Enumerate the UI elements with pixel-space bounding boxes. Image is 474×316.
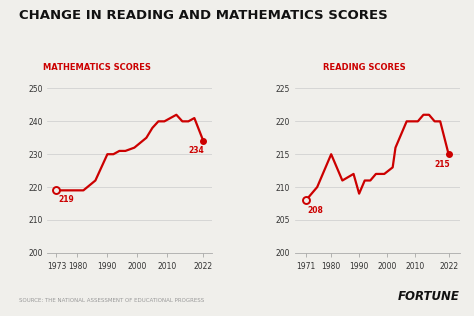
Text: FORTUNE: FORTUNE <box>398 290 460 303</box>
Text: 208: 208 <box>308 206 323 216</box>
Text: SOURCE: THE NATIONAL ASSESSMENT OF EDUCATIONAL PROGRESS: SOURCE: THE NATIONAL ASSESSMENT OF EDUCA… <box>19 298 204 303</box>
Text: CHANGE IN READING AND MATHEMATICS SCORES: CHANGE IN READING AND MATHEMATICS SCORES <box>19 9 388 22</box>
Text: READING SCORES: READING SCORES <box>323 63 405 72</box>
Text: 215: 215 <box>435 160 450 169</box>
Text: 219: 219 <box>58 195 73 204</box>
Text: 234: 234 <box>188 146 204 155</box>
Text: MATHEMATICS SCORES: MATHEMATICS SCORES <box>43 63 151 72</box>
